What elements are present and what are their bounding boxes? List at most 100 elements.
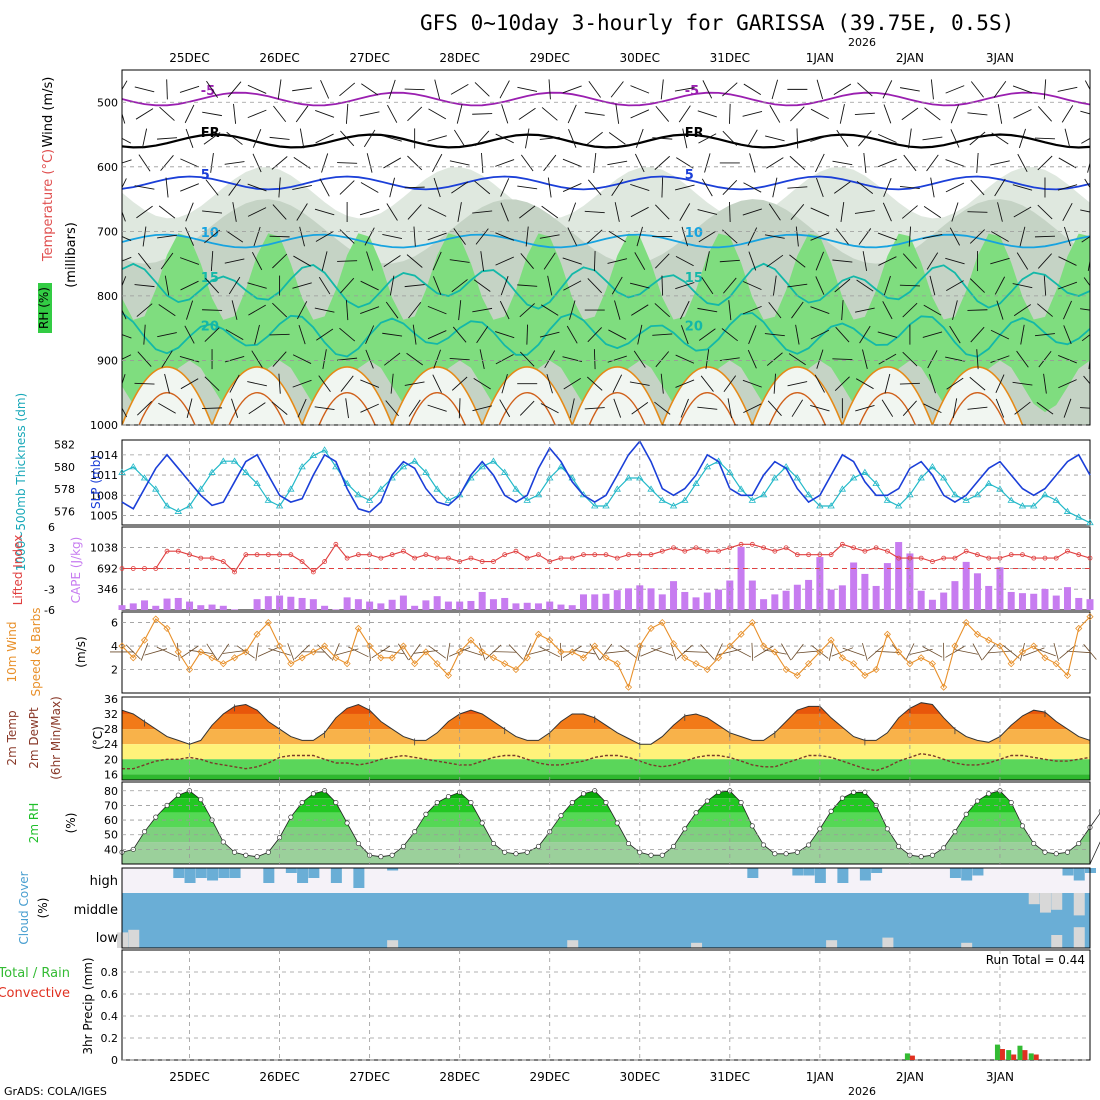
rh2m-panel-frame	[121, 781, 1091, 865]
rh2m-point	[1019, 823, 1025, 829]
cape-bar	[782, 590, 790, 610]
wind10-barb	[1059, 644, 1076, 659]
cape-bar	[129, 603, 137, 610]
wind-barb	[387, 104, 398, 123]
li-point	[198, 555, 204, 561]
wind-barb	[902, 400, 917, 416]
wind10-point	[568, 648, 576, 656]
wind10-point	[411, 660, 419, 668]
wind-barb	[661, 177, 664, 198]
wind-barb	[569, 300, 576, 320]
li-point	[153, 566, 159, 571]
wind-barb	[1058, 355, 1077, 364]
thickness-point	[422, 468, 430, 475]
wind-barb	[1037, 204, 1053, 220]
wind-barb	[743, 281, 762, 291]
wind-barb	[607, 258, 628, 264]
cloud-high-bar	[207, 868, 219, 881]
wind-barb	[795, 226, 799, 247]
wind-barb	[990, 257, 1010, 265]
y-tick-label: 700	[97, 225, 118, 238]
wind10-barb	[1083, 644, 1097, 660]
cape-bar	[534, 603, 542, 610]
wind-barb	[345, 300, 349, 321]
wind10-point	[973, 630, 982, 638]
rh2m-point	[468, 799, 474, 805]
wind-barb	[495, 354, 514, 365]
wind-barb	[655, 351, 670, 368]
wind-barb	[210, 251, 214, 272]
wind-barb	[924, 107, 941, 121]
wind10-point	[805, 660, 813, 668]
ylabel-minmax: (6hr Min/Max)	[49, 696, 63, 780]
li-point	[355, 552, 361, 558]
li-point	[671, 545, 676, 551]
cloud-panel-frame	[121, 867, 1091, 949]
rh2m-point	[671, 843, 677, 849]
wind-barb	[539, 136, 560, 140]
wind-barb	[1037, 303, 1053, 317]
wind-barb	[315, 133, 334, 144]
wind-barb	[836, 129, 849, 147]
wind-barb	[629, 282, 650, 289]
wind-barb	[122, 309, 127, 320]
wind10-point	[399, 642, 407, 650]
rh2m-point	[423, 811, 429, 817]
date-label-bottom: 28DEC	[439, 1070, 479, 1084]
rh2m-point	[794, 849, 800, 855]
wind-barb	[179, 85, 200, 93]
wind-barb	[614, 300, 621, 320]
cape-bar	[1075, 597, 1083, 610]
wind-barb	[434, 79, 441, 100]
rh-band-green	[122, 233, 1090, 413]
thickness-point	[1052, 496, 1060, 503]
wind-barb	[796, 128, 799, 149]
thickness-point	[669, 502, 678, 509]
wind-barb	[593, 349, 596, 370]
thickness-point	[692, 479, 700, 487]
thickness-point	[557, 463, 565, 470]
wind10-point	[433, 660, 441, 668]
cloud-high-bar	[353, 868, 365, 888]
rh2m-point	[378, 854, 384, 860]
rh2m-point	[344, 820, 350, 826]
rh2m-point	[783, 851, 789, 857]
cape-bar	[366, 601, 374, 610]
rh2m-point	[862, 789, 868, 795]
wind10-barb	[589, 643, 600, 661]
wind-barb	[407, 204, 422, 220]
wind-barb	[345, 398, 349, 419]
wind10-point	[906, 660, 914, 668]
wind-barb	[1036, 401, 1054, 415]
wind-barb	[500, 202, 509, 222]
cloud-high-bar	[871, 868, 883, 873]
wind-barb	[593, 152, 597, 173]
precip-conv-bar	[909, 1055, 915, 1060]
wind10-barb	[125, 644, 141, 660]
thickness-point	[478, 463, 486, 470]
wind-barb	[180, 183, 199, 192]
wind10-point	[602, 654, 610, 662]
cloud-high-bar	[229, 868, 241, 878]
li-point	[558, 555, 564, 561]
wind10-barb	[982, 643, 996, 660]
ylabel-temperature: Temperature (°C)	[41, 149, 56, 262]
wind10-barb	[140, 643, 149, 661]
wind-barb	[518, 107, 536, 120]
wind-barb	[840, 202, 845, 222]
wind-barb	[472, 405, 492, 412]
contour-label: 5	[685, 168, 694, 183]
contour-label: 10	[201, 226, 219, 241]
wind-barb	[252, 153, 262, 173]
wind-barb	[164, 275, 170, 296]
rh2m-point	[648, 852, 654, 858]
wind-barb	[136, 205, 153, 219]
wind-barb	[157, 332, 177, 338]
t2m-band	[122, 759, 1090, 775]
cape-bar	[467, 600, 475, 610]
cape-bar	[748, 580, 756, 610]
legend-total-rain: Total / Rain	[0, 966, 70, 981]
wind-barb	[382, 135, 402, 142]
wind-barb	[569, 398, 575, 419]
y-tick-label: 70	[104, 799, 118, 812]
